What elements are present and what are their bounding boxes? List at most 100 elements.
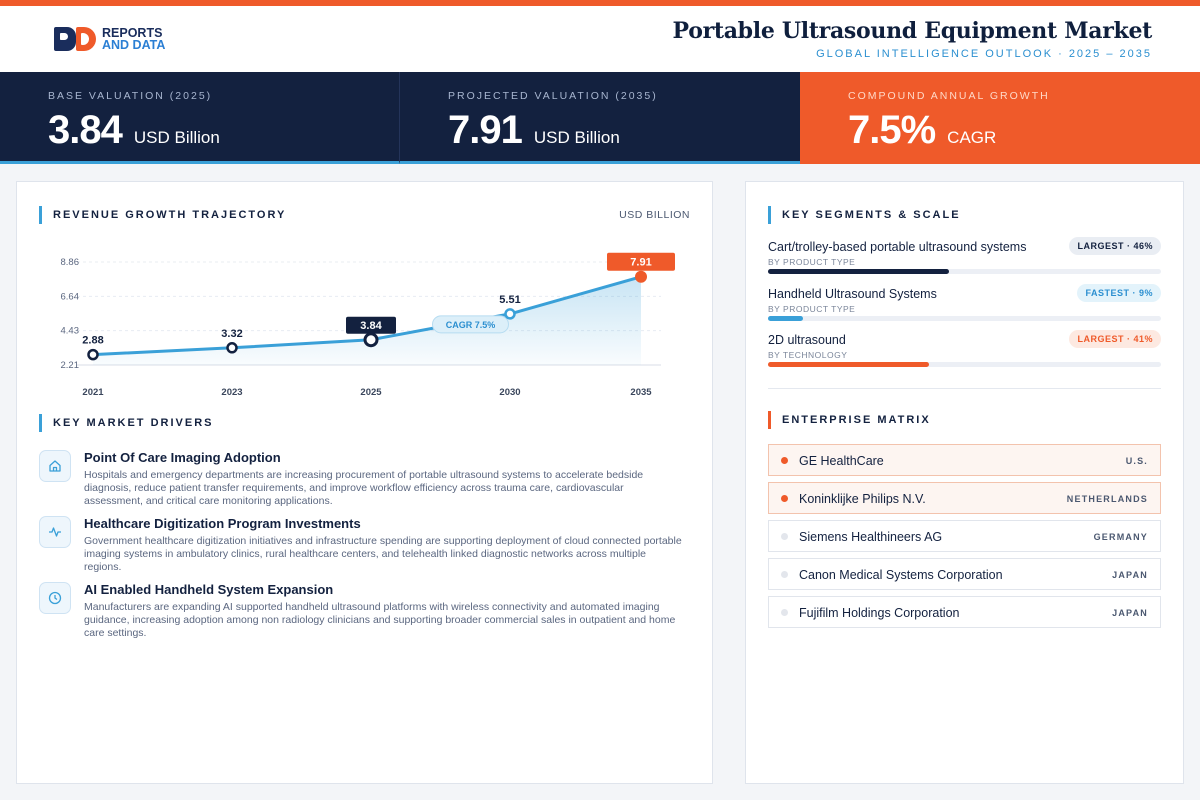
kpi-value: 7.91 bbox=[448, 108, 523, 152]
enterprise-country: JAPAN bbox=[1112, 608, 1148, 618]
end-value-tag bbox=[607, 252, 675, 271]
kpi-label: COMPOUND ANNUAL GROWTH bbox=[848, 90, 1050, 102]
base-value-tag bbox=[346, 316, 396, 334]
driver-description: Manufacturers are expanding AI supported… bbox=[84, 601, 676, 639]
page-header: REPORTS AND DATA Portable Ultrasound Equ… bbox=[0, 6, 1200, 72]
brand-logo-mark bbox=[54, 27, 98, 51]
y-tick-label: 8.86 bbox=[61, 257, 80, 268]
section-divider bbox=[768, 388, 1161, 389]
trajectory-card: REVENUE GROWTH TRAJECTORY USD BILLION 2.… bbox=[16, 181, 713, 784]
segment-badge: LARGEST · 41% bbox=[1069, 330, 1161, 348]
enterprise-country: NETHERLANDS bbox=[1066, 494, 1148, 504]
cagr-annotation-pill bbox=[432, 315, 509, 334]
segments-card: KEY SEGMENTS & SCALE Cart/trolley-based … bbox=[745, 181, 1184, 784]
data-label: 7.91 bbox=[630, 257, 651, 269]
kpi-unit: USD Billion bbox=[133, 128, 220, 147]
segment-track bbox=[768, 362, 1161, 367]
driver-title: Healthcare Digitization Program Investme… bbox=[84, 516, 361, 531]
driver-item: Point Of Care Imaging Adoption Hospitals… bbox=[39, 450, 669, 510]
x-tick-label: 2025 bbox=[360, 387, 382, 398]
segment-row: Handheld Ultrasound Systems BY PRODUCT T… bbox=[768, 284, 1161, 329]
segment-bar bbox=[768, 316, 804, 321]
segments-section-title: KEY SEGMENTS & SCALE bbox=[768, 206, 961, 224]
enterprise-section-title-text: ENTERPRISE MATRIX bbox=[782, 414, 931, 426]
segment-category: BY TECHNOLOGY bbox=[768, 350, 848, 360]
page-subtitle: GLOBAL INTELLIGENCE OUTLOOK · 2025 – 203… bbox=[816, 48, 1152, 60]
driver-item: AI Enabled Handheld System Expansion Man… bbox=[39, 582, 675, 642]
kpi-label: PROJECTED VALUATION (2035) bbox=[448, 90, 658, 102]
home-icon bbox=[39, 450, 71, 482]
enterprise-country: JAPAN bbox=[1112, 570, 1148, 580]
revenue-chart: 2.21 4.43 6.64 8.86 CAGR 7.5% 2.88 2021 3.32 202… bbox=[61, 252, 675, 398]
chart-unit-label: USD BILLION bbox=[619, 209, 690, 221]
segment-bar bbox=[768, 362, 930, 367]
enterprise-name: Fujifilm Holdings Corporation bbox=[799, 606, 960, 620]
drivers-section-title-text: KEY MARKET DRIVERS bbox=[53, 417, 214, 429]
enterprise-name: Canon Medical Systems Corporation bbox=[799, 568, 1003, 582]
data-label: 3.32 bbox=[221, 328, 242, 340]
segment-category: BY PRODUCT TYPE bbox=[768, 304, 856, 314]
enterprise-row: Canon Medical Systems Corporation JAPAN bbox=[768, 558, 1161, 590]
enterprise-marker bbox=[781, 495, 788, 502]
segment-row: Cart/trolley-based portable ultrasound s… bbox=[768, 237, 1161, 282]
chart-section-title-text: REVENUE GROWTH TRAJECTORY bbox=[53, 209, 287, 221]
brand-name-line2: AND DATA bbox=[102, 38, 166, 52]
enterprise-marker bbox=[781, 571, 788, 578]
data-label: 3.84 bbox=[360, 320, 382, 332]
segment-track bbox=[768, 269, 1161, 274]
section-accent-bar bbox=[39, 206, 42, 224]
driver-description: Government healthcare digitization initi… bbox=[84, 535, 682, 573]
segment-bar bbox=[768, 269, 949, 274]
kpi-base-valuation: BASE VALUATION (2025) 3.84 USD Billion bbox=[0, 72, 400, 164]
cagr-annotation: CAGR 7.5% bbox=[446, 320, 496, 330]
segments-section-title-text: KEY SEGMENTS & SCALE bbox=[782, 209, 961, 221]
enterprise-marker bbox=[781, 457, 788, 464]
chart-section-title: REVENUE GROWTH TRAJECTORY bbox=[39, 206, 286, 224]
activity-icon bbox=[39, 516, 71, 548]
segment-name: Handheld Ultrasound Systems bbox=[768, 287, 937, 301]
enterprise-section-title: ENTERPRISE MATRIX bbox=[768, 411, 931, 429]
enterprise-country: U.S. bbox=[1125, 456, 1148, 466]
y-tick-label: 6.64 bbox=[61, 291, 80, 302]
drivers-section-title: KEY MARKET DRIVERS bbox=[39, 414, 213, 432]
segment-category: BY PRODUCT TYPE bbox=[768, 257, 856, 267]
x-tick-label: 2021 bbox=[82, 387, 104, 398]
kpi-projected-valuation: PROJECTED VALUATION (2035) 7.91 USD Bill… bbox=[400, 72, 800, 164]
page-title: Portable Ultrasound Equipment Market bbox=[672, 18, 1153, 44]
section-accent-bar bbox=[39, 414, 42, 432]
segment-name: 2D ultrasound bbox=[768, 333, 846, 347]
data-point bbox=[635, 270, 647, 283]
enterprise-name: GE HealthCare bbox=[799, 454, 884, 468]
y-tick-label: 2.21 bbox=[61, 360, 80, 371]
segment-name: Cart/trolley-based portable ultrasound s… bbox=[768, 240, 1027, 254]
x-tick-label: 2023 bbox=[221, 387, 242, 398]
driver-item: Healthcare Digitization Program Investme… bbox=[39, 516, 682, 576]
enterprise-row: GE HealthCare U.S. bbox=[768, 444, 1161, 476]
brand-logo: REPORTS AND DATA bbox=[54, 27, 165, 51]
segment-badge: FASTEST · 9% bbox=[1077, 284, 1161, 302]
kpi-band: BASE VALUATION (2025) 3.84 USD Billion P… bbox=[0, 72, 1200, 164]
data-point bbox=[87, 348, 99, 361]
data-point bbox=[226, 342, 238, 354]
y-tick-label: 4.43 bbox=[61, 326, 80, 337]
kpi-unit: USD Billion bbox=[533, 128, 620, 147]
enterprise-country: GERMANY bbox=[1093, 532, 1148, 542]
kpi-label: BASE VALUATION (2025) bbox=[48, 90, 213, 102]
x-tick-label: 2030 bbox=[499, 387, 520, 398]
brand-name-line1: REPORTS bbox=[102, 26, 163, 40]
kpi-value: 7.5% bbox=[848, 108, 936, 152]
enterprise-marker bbox=[781, 533, 788, 540]
enterprise-name: Koninklijke Philips N.V. bbox=[799, 492, 926, 506]
kpi-value: 3.84 bbox=[48, 108, 123, 152]
section-accent-bar bbox=[768, 206, 771, 224]
area-fill bbox=[93, 276, 641, 365]
segment-badge: LARGEST · 46% bbox=[1069, 237, 1161, 255]
enterprise-row: Koninklijke Philips N.V. NETHERLANDS bbox=[768, 482, 1161, 514]
enterprise-name: Siemens Healthineers AG bbox=[799, 530, 943, 544]
section-accent-bar bbox=[768, 411, 771, 429]
enterprise-row: Fujifilm Holdings Corporation JAPAN bbox=[768, 596, 1161, 628]
driver-title: AI Enabled Handheld System Expansion bbox=[84, 582, 334, 597]
enterprise-marker bbox=[781, 609, 788, 616]
accent-strip bbox=[0, 0, 1200, 6]
x-tick-label: 2035 bbox=[630, 387, 652, 398]
